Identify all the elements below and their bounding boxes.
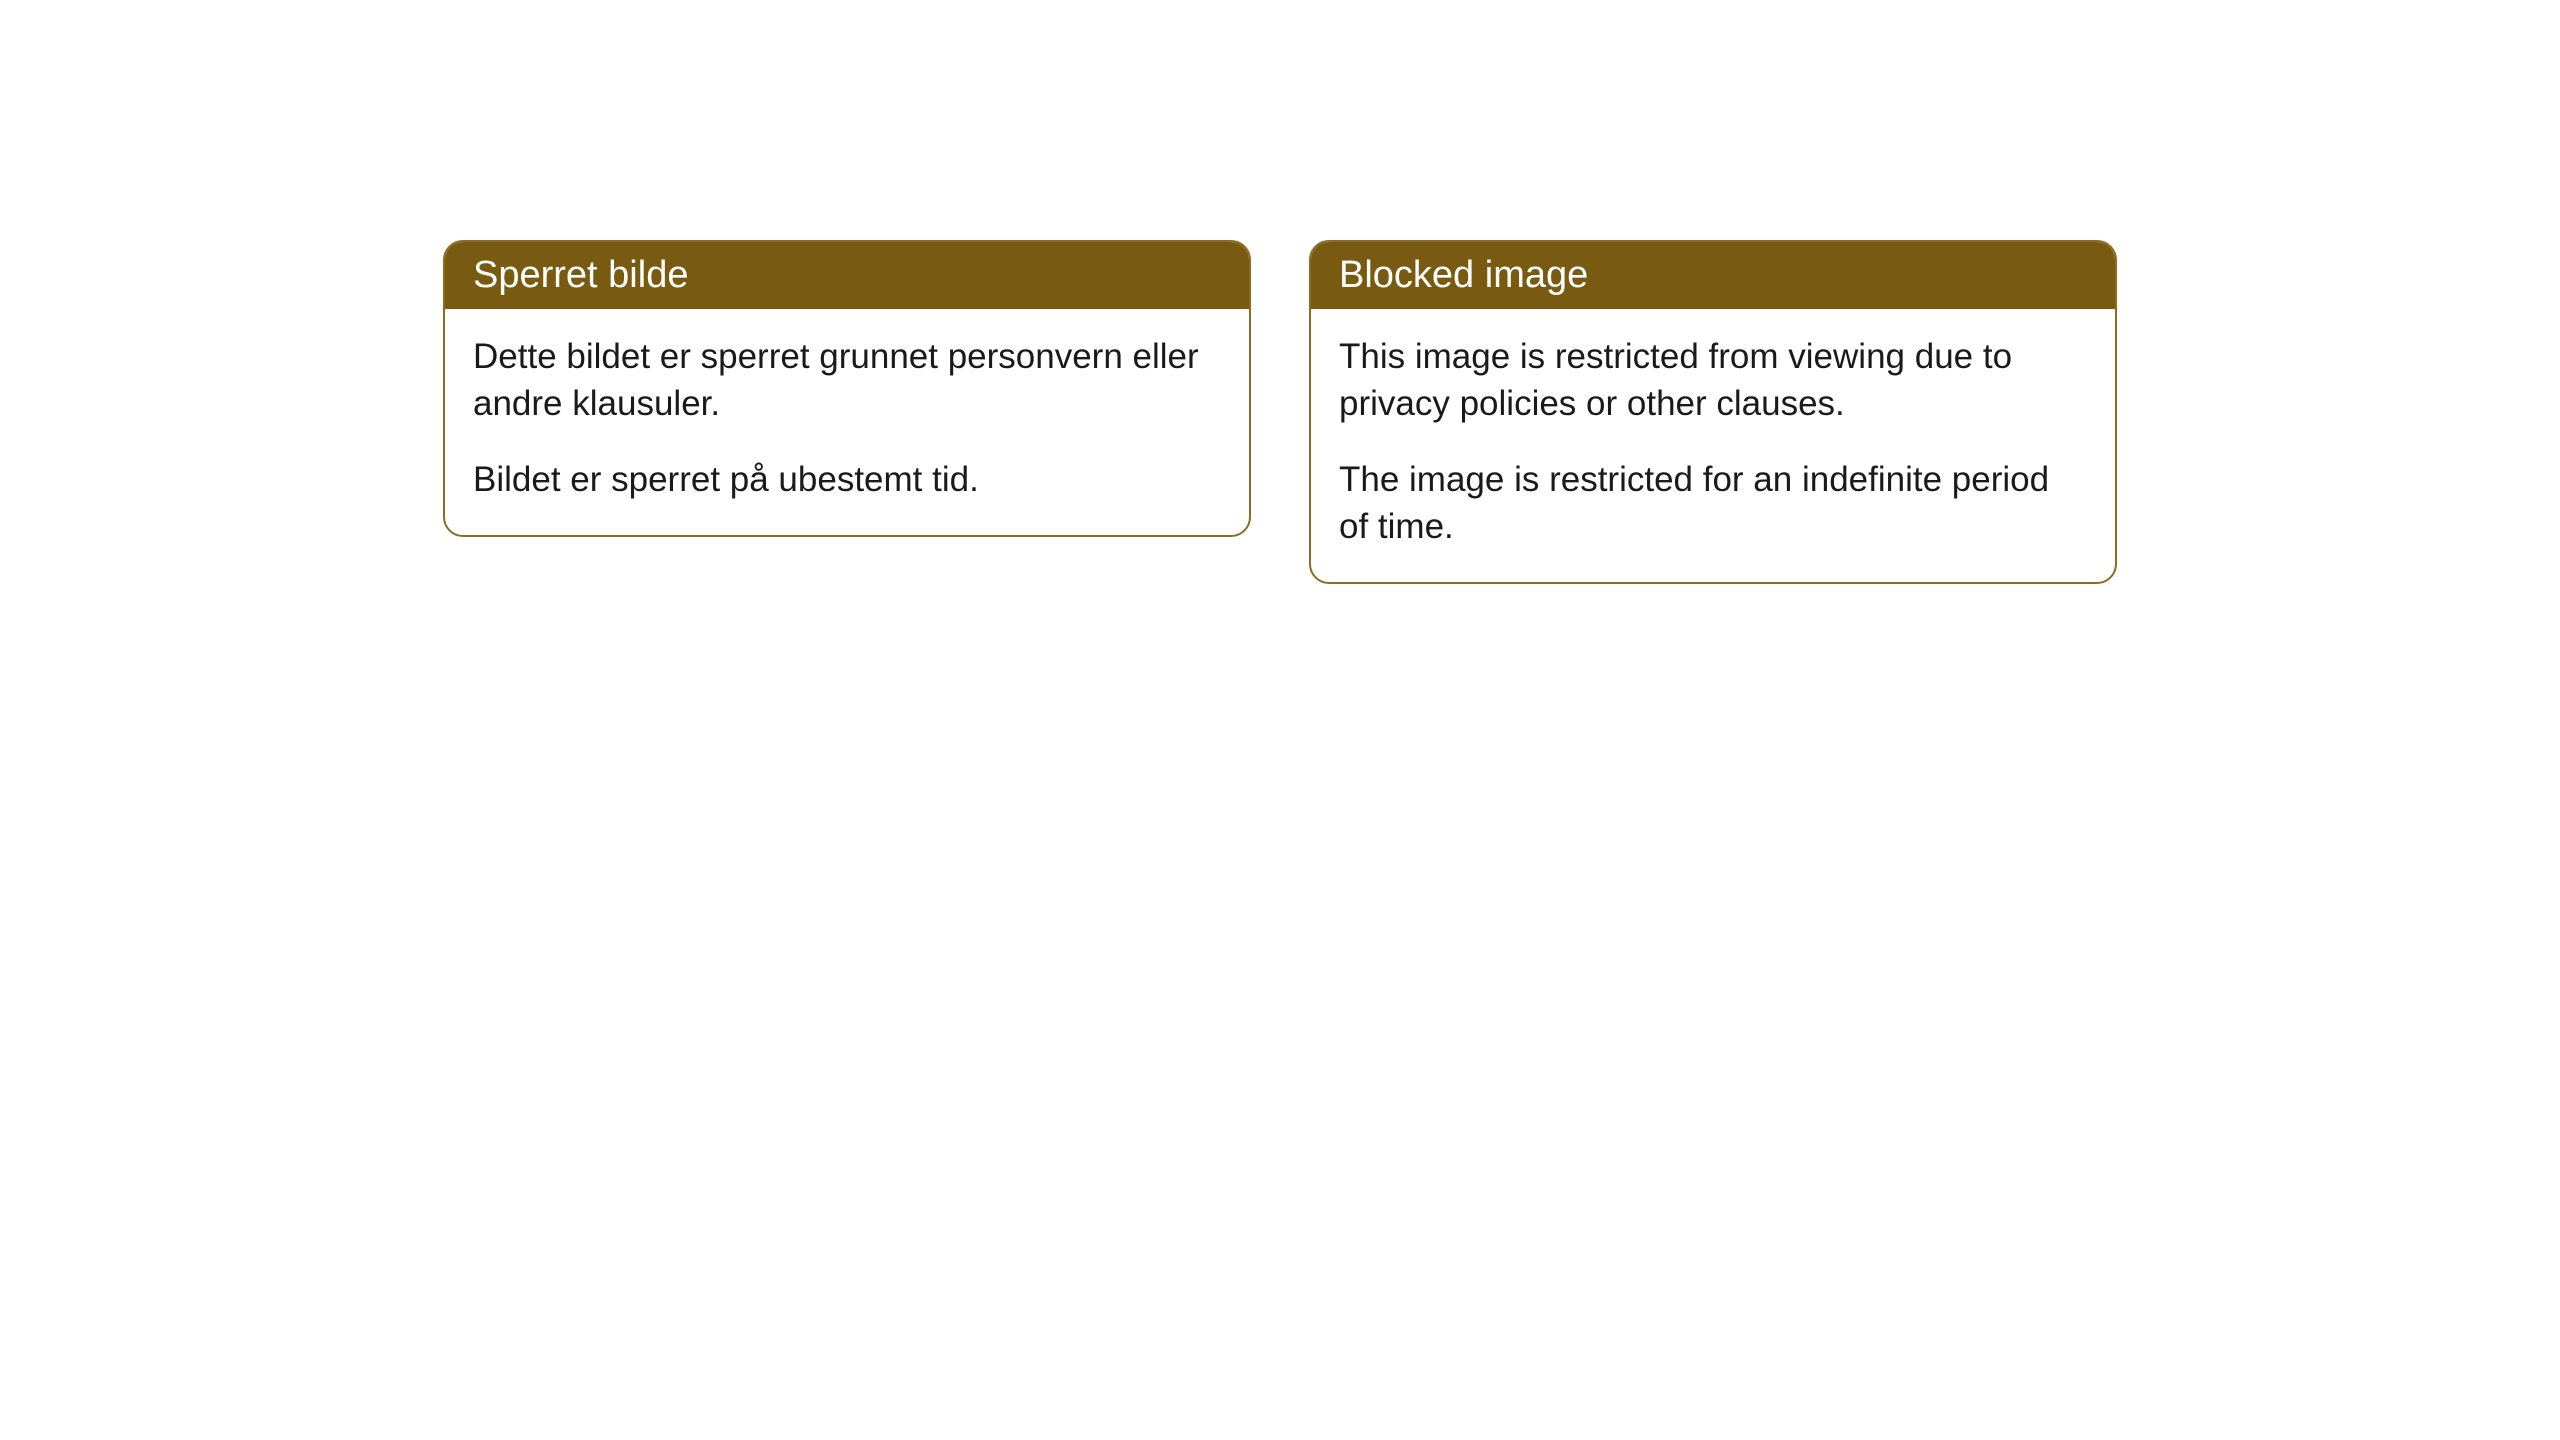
notice-paragraph: Dette bildet er sperret grunnet personve… [473,333,1221,428]
notice-paragraph: The image is restricted for an indefinit… [1339,456,2087,551]
notice-title: Blocked image [1311,242,2115,309]
notice-card-norwegian: Sperret bilde Dette bildet er sperret gr… [443,240,1251,537]
notice-paragraph: Bildet er sperret på ubestemt tid. [473,456,1221,503]
notice-body: Dette bildet er sperret grunnet personve… [445,309,1249,535]
notice-title: Sperret bilde [445,242,1249,309]
notice-body: This image is restricted from viewing du… [1311,309,2115,582]
notice-card-english: Blocked image This image is restricted f… [1309,240,2117,584]
notice-paragraph: This image is restricted from viewing du… [1339,333,2087,428]
